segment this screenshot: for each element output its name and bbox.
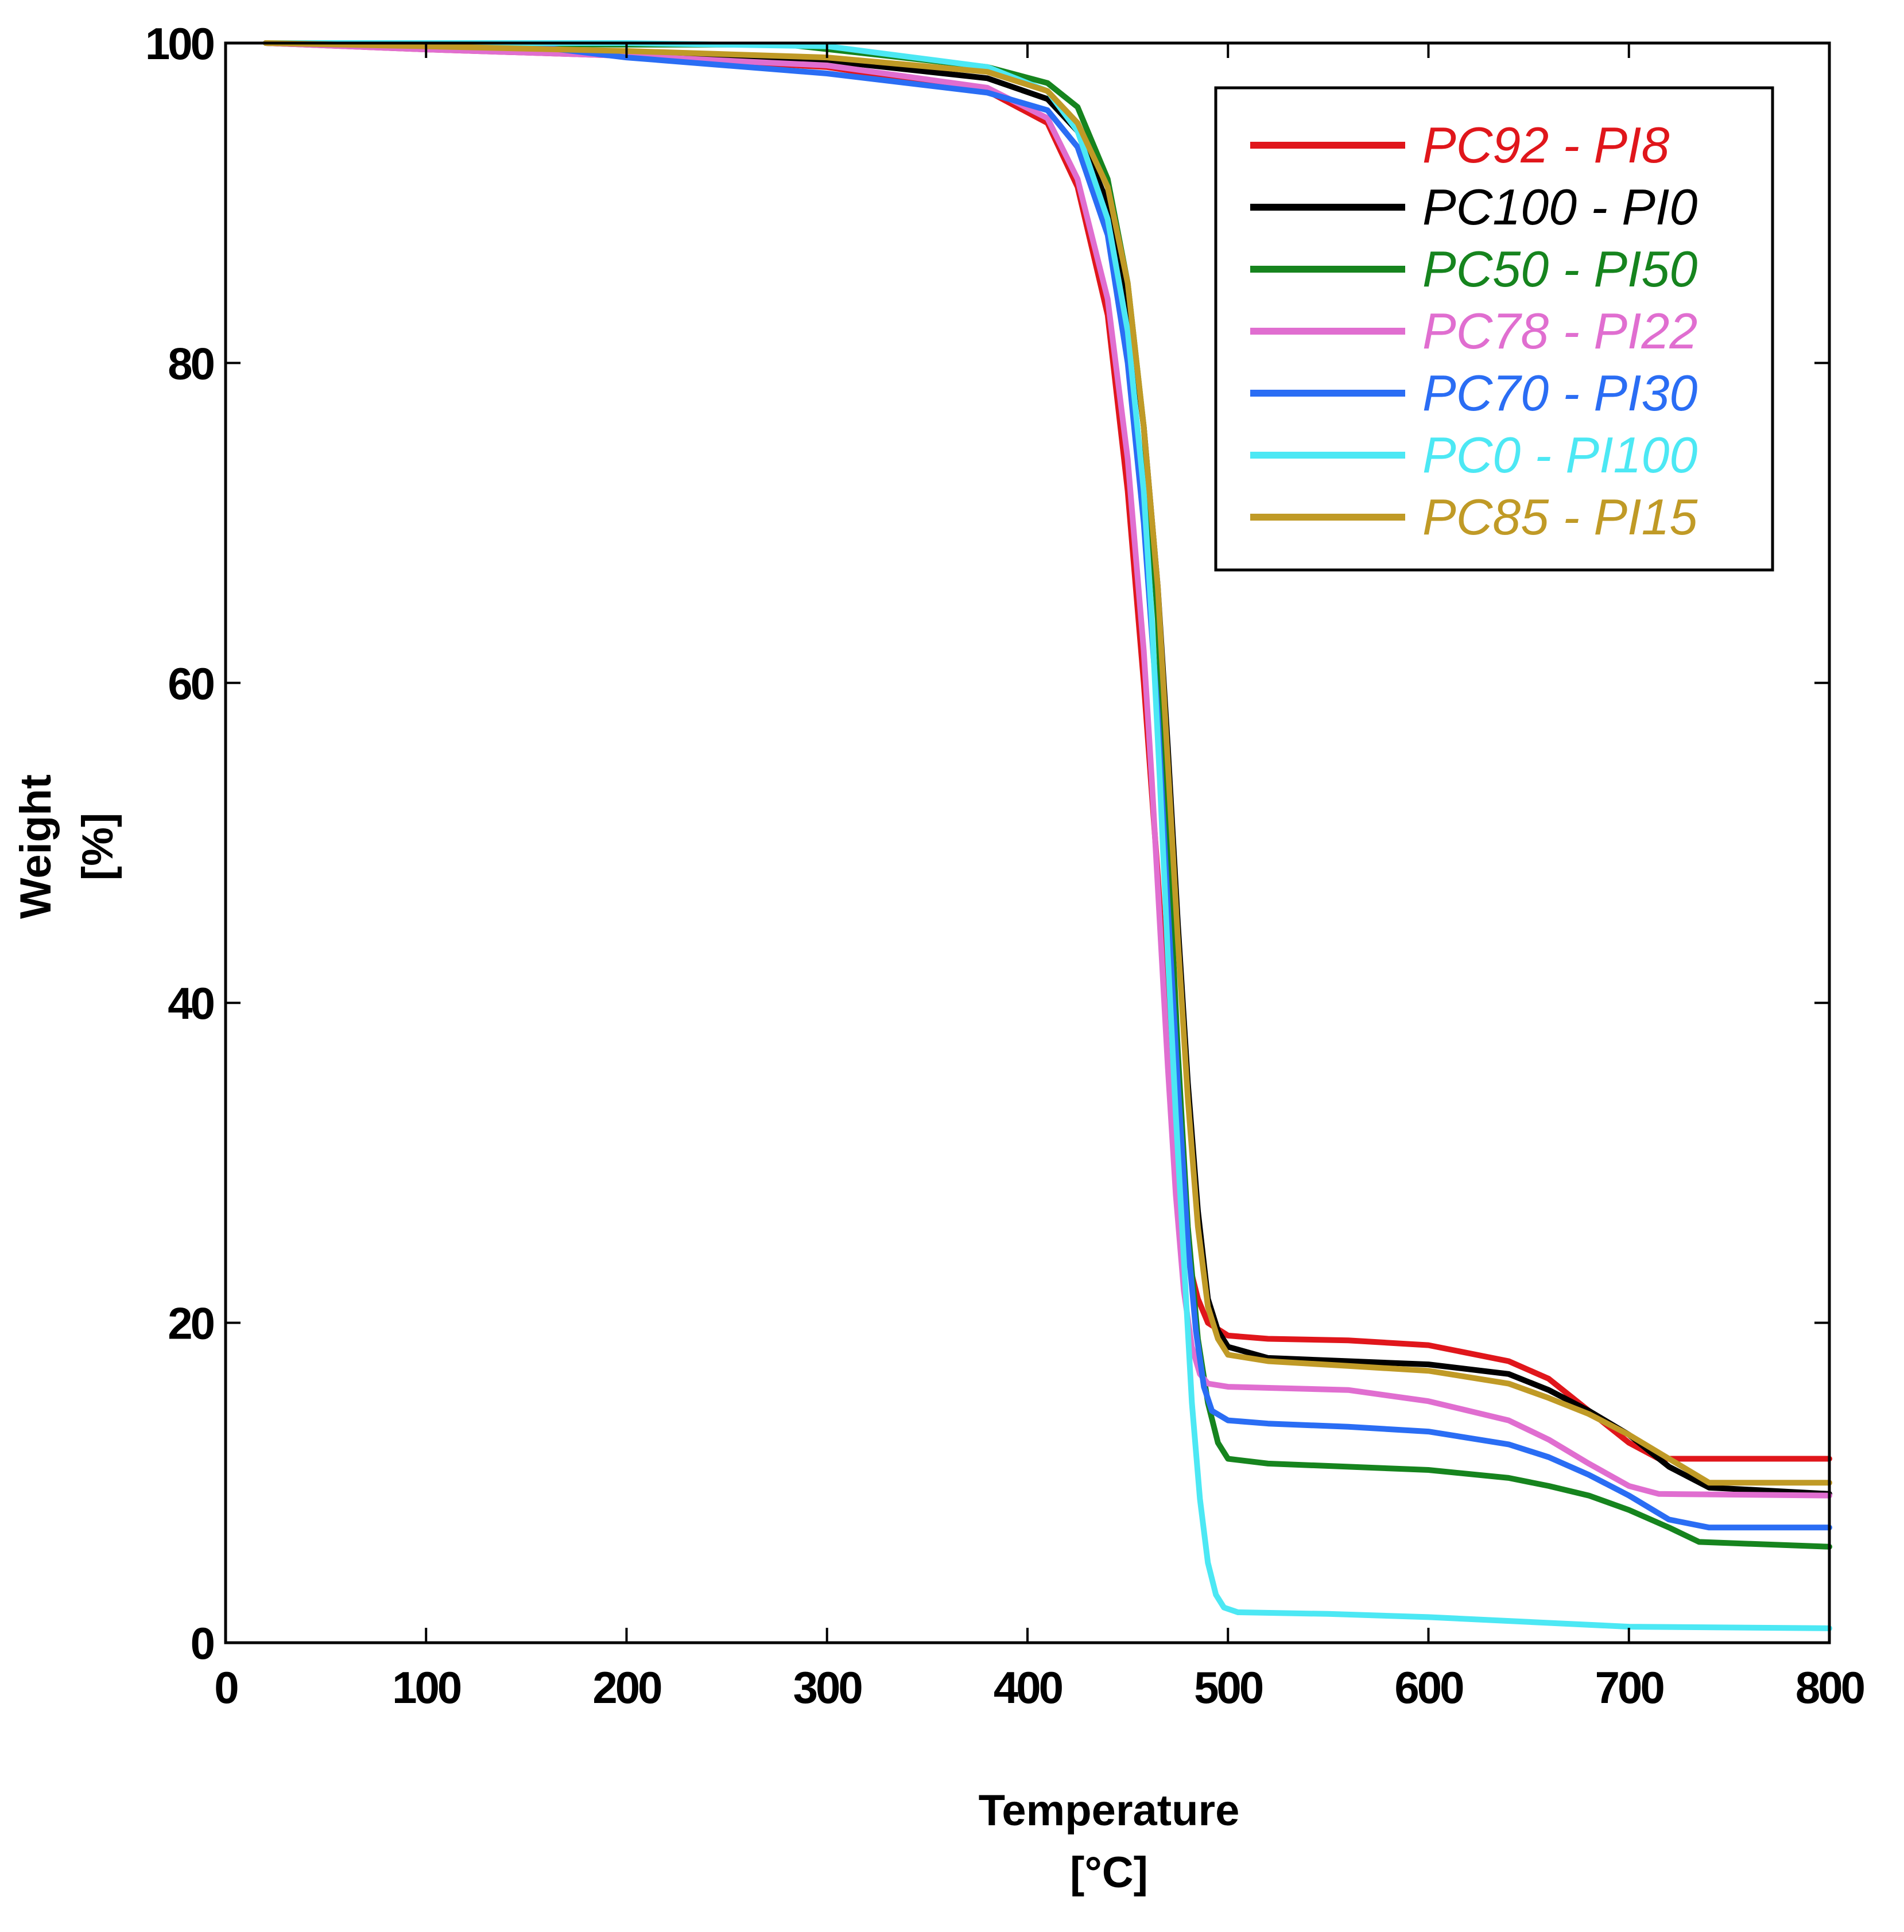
x-axis-title: Temperature bbox=[979, 1786, 1240, 1835]
series-line-5 bbox=[262, 40, 1832, 1631]
series-lines bbox=[262, 40, 1832, 1631]
legend-label-1: PC100 - PI0 bbox=[1422, 179, 1697, 235]
series-line-6 bbox=[262, 40, 1832, 1486]
legend-label-4: PC70 - PI30 bbox=[1422, 364, 1697, 421]
legend-label-0: PC92 - PI8 bbox=[1422, 117, 1669, 173]
y-tick-label-2: 40 bbox=[168, 978, 214, 1029]
legend-label-2: PC50 - PI50 bbox=[1422, 240, 1697, 297]
x-tick-label-5: 500 bbox=[1194, 1662, 1263, 1713]
x-tick-labels: 0 100 200 300 400 500 600 700 800 bbox=[214, 1662, 1866, 1713]
y-tick-label-4: 80 bbox=[168, 338, 214, 389]
axis-ticks bbox=[224, 42, 1831, 1644]
y-axis-unit: [%] bbox=[73, 813, 122, 880]
y-tick-label-5: 100 bbox=[145, 18, 214, 69]
x-tick-label-4: 400 bbox=[994, 1662, 1062, 1713]
y-tick-label-1: 20 bbox=[168, 1298, 214, 1349]
x-tick-label-7: 700 bbox=[1595, 1662, 1664, 1713]
series-line-4 bbox=[262, 40, 1832, 1531]
y-tick-labels: 0 20 40 60 80 100 bbox=[145, 18, 216, 1669]
y-axis-title: Weight bbox=[11, 774, 60, 919]
y-tick-label-0: 0 bbox=[191, 1618, 214, 1669]
x-tick-label-6: 600 bbox=[1394, 1662, 1463, 1713]
legend-label-3: PC78 - PI22 bbox=[1422, 302, 1697, 359]
x-tick-label-1: 100 bbox=[392, 1662, 461, 1713]
x-tick-label-3: 300 bbox=[793, 1662, 862, 1713]
y-tick-label-3: 60 bbox=[168, 658, 214, 709]
x-tick-label-0: 0 bbox=[214, 1662, 238, 1713]
x-tick-label-2: 200 bbox=[592, 1662, 661, 1713]
x-tick-label-8: 800 bbox=[1796, 1662, 1864, 1713]
legend-label-6: PC85 - PI15 bbox=[1422, 488, 1698, 545]
legend-label-5: PC0 - PI100 bbox=[1422, 426, 1697, 483]
x-axis-unit: [°C] bbox=[1070, 1848, 1148, 1897]
